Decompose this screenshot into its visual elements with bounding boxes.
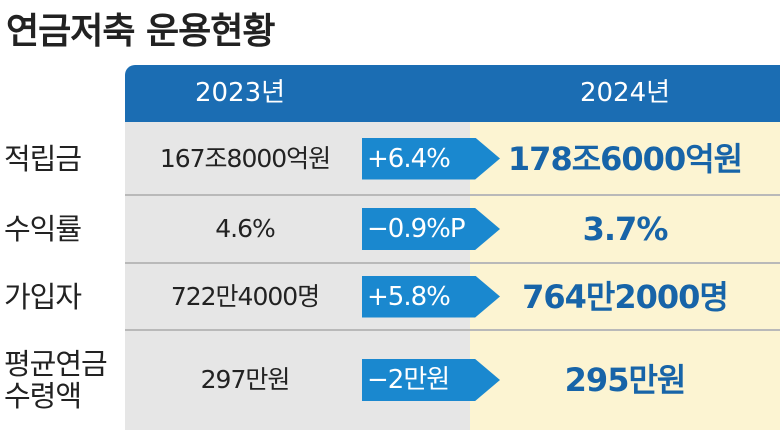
value-2024: 764만2000명 xyxy=(522,277,729,316)
change-arrow: −2만원 xyxy=(362,359,500,401)
value-2024: 295만원 xyxy=(564,361,687,399)
value-2023: 722만4000명 xyxy=(170,281,320,311)
value-2023: 4.6% xyxy=(215,214,276,243)
row-label: 수익률 xyxy=(4,212,82,246)
value-2024: 178조6000억원 xyxy=(507,139,743,178)
table-header: 2023년 2024년 xyxy=(125,65,780,122)
row-divider xyxy=(125,329,780,331)
value-2024: 3.7% xyxy=(582,210,669,248)
value-2023: 167조8000억원 xyxy=(159,143,331,173)
row-label: 평균연금 수령액 xyxy=(4,347,108,413)
row-divider xyxy=(125,262,780,264)
change-arrow: +6.4% xyxy=(362,137,500,180)
value-2023: 297만원 xyxy=(200,365,291,394)
change-arrow: −0.9%P xyxy=(362,208,500,250)
title: 연금저축 운용현황 xyxy=(6,11,275,52)
row-label: 가입자 xyxy=(4,279,82,314)
header-cell: 2024년 xyxy=(579,78,671,108)
header-cell: 2023년 xyxy=(194,78,286,108)
change-arrow: +5.8% xyxy=(362,275,500,318)
column-2024 xyxy=(470,122,780,430)
row-label: 적립금 xyxy=(4,141,82,176)
row-divider xyxy=(125,194,780,196)
